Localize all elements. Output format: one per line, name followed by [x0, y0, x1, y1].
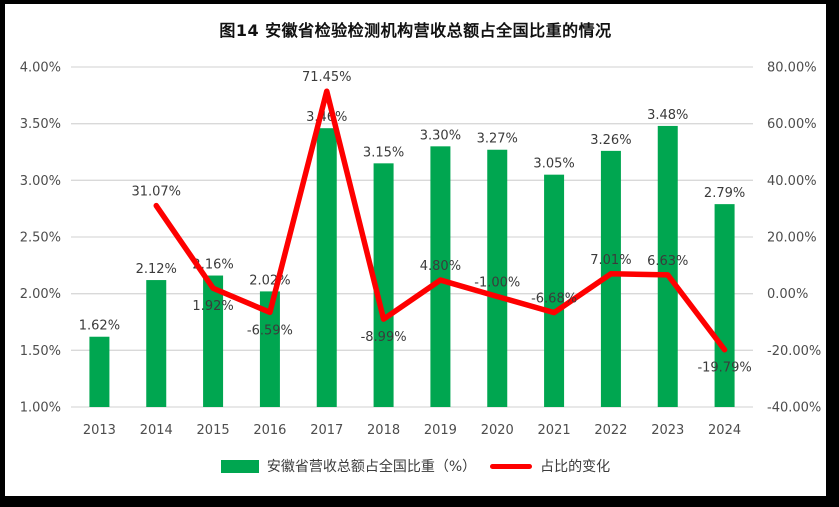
line-label: 31.07%: [131, 185, 181, 200]
bar-label: 3.27%: [477, 132, 518, 147]
chart-legend: 安徽省营收总额占全国比重（%） 占比的变化: [5, 456, 826, 476]
bar-2014: [146, 280, 167, 407]
bar-label: 3.15%: [363, 145, 404, 160]
bar-label: 3.30%: [420, 128, 461, 143]
line-series: [153, 88, 728, 353]
x-axis-label: 2024: [708, 423, 741, 438]
x-axis-label: 2021: [538, 423, 571, 438]
bar-label: 1.62%: [79, 319, 120, 334]
left-axis-tick: 3.00%: [20, 174, 61, 189]
bar-2019: [430, 146, 451, 408]
bar-2022: [600, 150, 621, 407]
line-label: 4.80%: [420, 259, 461, 274]
x-axis-label: 2013: [83, 423, 116, 438]
bar-label: 3.26%: [590, 133, 631, 148]
bar-label: 3.05%: [533, 157, 574, 172]
x-axis-label: 2017: [310, 423, 343, 438]
bar-label: 3.48%: [647, 108, 688, 123]
bar-2013: [89, 336, 110, 407]
chart-canvas: 4.00% 3.50% 3.00% 2.50% 2.00% 1.50% 1.00% 80.00…: [20, 61, 822, 439]
x-axis-label: 2015: [197, 423, 230, 438]
left-axis-tick: 2.50%: [20, 231, 61, 246]
chart-title: 图14 安徽省检验检测机构营收总额占全国比重的情况: [219, 21, 612, 40]
left-axis-tick: 1.50%: [20, 344, 61, 359]
line-series-swatch-icon: [490, 463, 533, 469]
legend-label: 占比的变化: [540, 459, 611, 475]
bar-label: 2.79%: [704, 186, 745, 201]
right-axis-tick: 80.00%: [767, 61, 817, 76]
x-axis-label: 2023: [651, 423, 684, 438]
right-axis-tick: 0.00%: [767, 287, 808, 302]
bar-label: 3.46%: [306, 110, 347, 125]
x-axis-label: 2018: [367, 423, 400, 438]
line-label: 6.63%: [647, 254, 688, 269]
x-axis-label: 2020: [481, 423, 514, 438]
legend-item-line-series: 占比的变化: [490, 456, 610, 476]
chart-area: 图14 安徽省检验检测机构营收总额占全国比重的情况 4.00% 3.50% 3.00…: [5, 4, 826, 496]
bar-series-swatch-icon: [220, 459, 259, 473]
right-axis-tick: 60.00%: [767, 117, 817, 132]
line-label: -8.99%: [361, 330, 407, 345]
x-axis-label: 2016: [253, 423, 286, 438]
x-axis-label: 2014: [140, 423, 173, 438]
line-label: 71.45%: [302, 70, 352, 85]
bar-2016: [259, 291, 280, 407]
right-axis-tick: 40.00%: [767, 174, 817, 189]
x-axis-label: 2022: [594, 423, 627, 438]
line-label: 1.92%: [192, 299, 233, 314]
bar-label: 2.02%: [249, 273, 290, 288]
line-label: -19.79%: [697, 361, 751, 376]
x-axis-label: 2019: [424, 423, 457, 438]
line-label: -1.00%: [474, 276, 520, 291]
left-axis-tick: 2.00%: [20, 287, 61, 302]
bar-2018: [373, 163, 394, 407]
bar-2017: [316, 128, 337, 407]
bar-2015: [203, 275, 224, 407]
left-axis-tick: 3.50%: [20, 117, 61, 132]
right-axis-tick: 20.00%: [767, 231, 817, 246]
bar-label: 2.12%: [136, 262, 177, 277]
line-label: -6.68%: [531, 292, 577, 307]
bar-2020: [487, 149, 508, 407]
right-axis-tick: -40.00%: [767, 401, 821, 416]
right-axis-tick: -20.00%: [767, 344, 821, 359]
bar-2021: [544, 174, 565, 407]
line-label: -6.59%: [247, 323, 293, 338]
left-axis-tick: 1.00%: [20, 401, 61, 416]
bar-2023: [657, 125, 678, 407]
left-axis-tick: 4.00%: [20, 61, 61, 76]
line-label: 7.01%: [590, 253, 631, 268]
legend-label: 安徽省营收总额占全国比重（%）: [266, 459, 477, 475]
bar-2024: [714, 204, 735, 407]
legend-item-bar-series: 安徽省营收总额占全国比重（%）: [220, 456, 477, 476]
